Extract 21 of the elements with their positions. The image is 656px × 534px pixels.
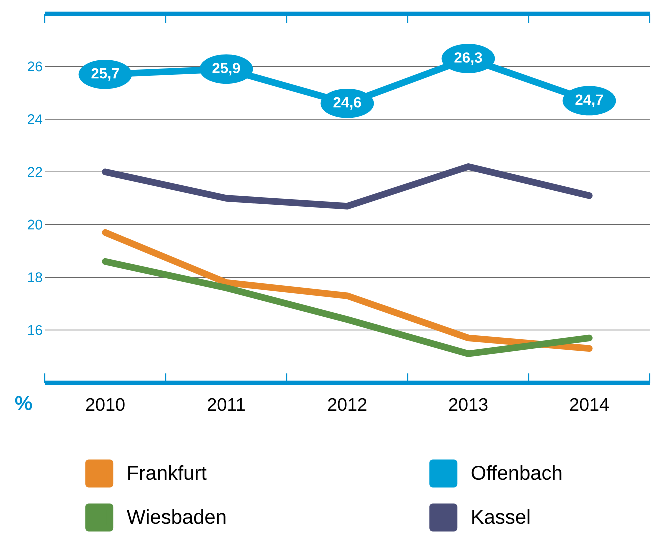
x-tick-label: 2010	[86, 398, 125, 411]
x-tick-label: 2014	[570, 398, 609, 411]
data-label: 24,7	[576, 94, 604, 108]
y-tick-label: 18	[28, 272, 42, 282]
y-tick-label: 26	[28, 62, 42, 72]
y-axis-title: %	[15, 396, 32, 410]
y-tick-label: 22	[28, 167, 42, 177]
data-label: 24,6	[334, 97, 362, 110]
x-tick-label: 2011	[208, 398, 245, 411]
data-label: 26,3	[454, 52, 482, 65]
x-tick-label: 2013	[449, 398, 488, 411]
y-tick-label: 16	[28, 325, 42, 336]
legend-label: Frankfurt	[128, 465, 207, 480]
x-tick-label: 2012	[328, 398, 367, 411]
legend-label: Offenbach	[472, 465, 562, 480]
y-tick-label: 20	[28, 220, 42, 230]
data-label: 25,7	[92, 68, 120, 81]
y-tick-label: 24	[28, 114, 43, 124]
data-label: 25,9	[212, 62, 240, 76]
legend-label: Kassel	[472, 509, 530, 524]
legend-label: Wiesbaden	[126, 509, 226, 524]
